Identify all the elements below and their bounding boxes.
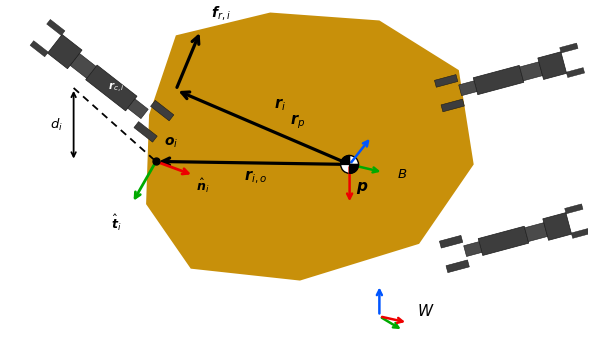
Polygon shape bbox=[134, 122, 157, 142]
Polygon shape bbox=[525, 223, 548, 242]
Text: $W$: $W$ bbox=[417, 303, 435, 319]
Text: $\boldsymbol{f}_{r,i}$: $\boldsymbol{f}_{r,i}$ bbox=[211, 4, 231, 23]
Polygon shape bbox=[464, 242, 482, 256]
Polygon shape bbox=[150, 100, 174, 121]
Polygon shape bbox=[127, 99, 148, 118]
Text: $\boldsymbol{r}_p$: $\boldsymbol{r}_p$ bbox=[290, 112, 306, 131]
Polygon shape bbox=[520, 62, 543, 81]
Polygon shape bbox=[565, 204, 583, 214]
Text: $\boldsymbol{p}$: $\boldsymbol{p}$ bbox=[356, 180, 368, 196]
Polygon shape bbox=[47, 19, 65, 35]
Polygon shape bbox=[560, 43, 578, 53]
Polygon shape bbox=[571, 228, 589, 238]
Polygon shape bbox=[458, 81, 477, 96]
Text: $\boldsymbol{o}_i$: $\boldsymbol{o}_i$ bbox=[164, 135, 178, 150]
Circle shape bbox=[340, 155, 359, 173]
Text: $B$: $B$ bbox=[397, 168, 408, 181]
Polygon shape bbox=[538, 52, 566, 79]
Polygon shape bbox=[473, 66, 524, 95]
Polygon shape bbox=[434, 74, 458, 87]
Polygon shape bbox=[86, 65, 137, 111]
Polygon shape bbox=[566, 68, 585, 78]
Polygon shape bbox=[446, 260, 469, 272]
Polygon shape bbox=[478, 226, 529, 256]
Polygon shape bbox=[70, 53, 96, 78]
Polygon shape bbox=[543, 213, 572, 240]
Polygon shape bbox=[146, 13, 474, 281]
Text: $\boldsymbol{r}_i$: $\boldsymbol{r}_i$ bbox=[274, 97, 286, 113]
Text: $\hat{\boldsymbol{n}}_i$: $\hat{\boldsymbol{n}}_i$ bbox=[196, 177, 209, 195]
Polygon shape bbox=[441, 99, 464, 112]
Text: $d_i$: $d_i$ bbox=[50, 117, 63, 133]
Polygon shape bbox=[440, 236, 463, 248]
Polygon shape bbox=[48, 34, 82, 69]
Polygon shape bbox=[350, 164, 359, 173]
Polygon shape bbox=[30, 41, 48, 57]
Text: $\boldsymbol{r}_{c,i}$: $\boldsymbol{r}_{c,i}$ bbox=[108, 81, 124, 95]
Polygon shape bbox=[340, 155, 350, 164]
Text: $\boldsymbol{r}_{i,o}$: $\boldsymbol{r}_{i,o}$ bbox=[244, 169, 267, 186]
Text: $\hat{\boldsymbol{t}}_i$: $\hat{\boldsymbol{t}}_i$ bbox=[111, 213, 122, 233]
